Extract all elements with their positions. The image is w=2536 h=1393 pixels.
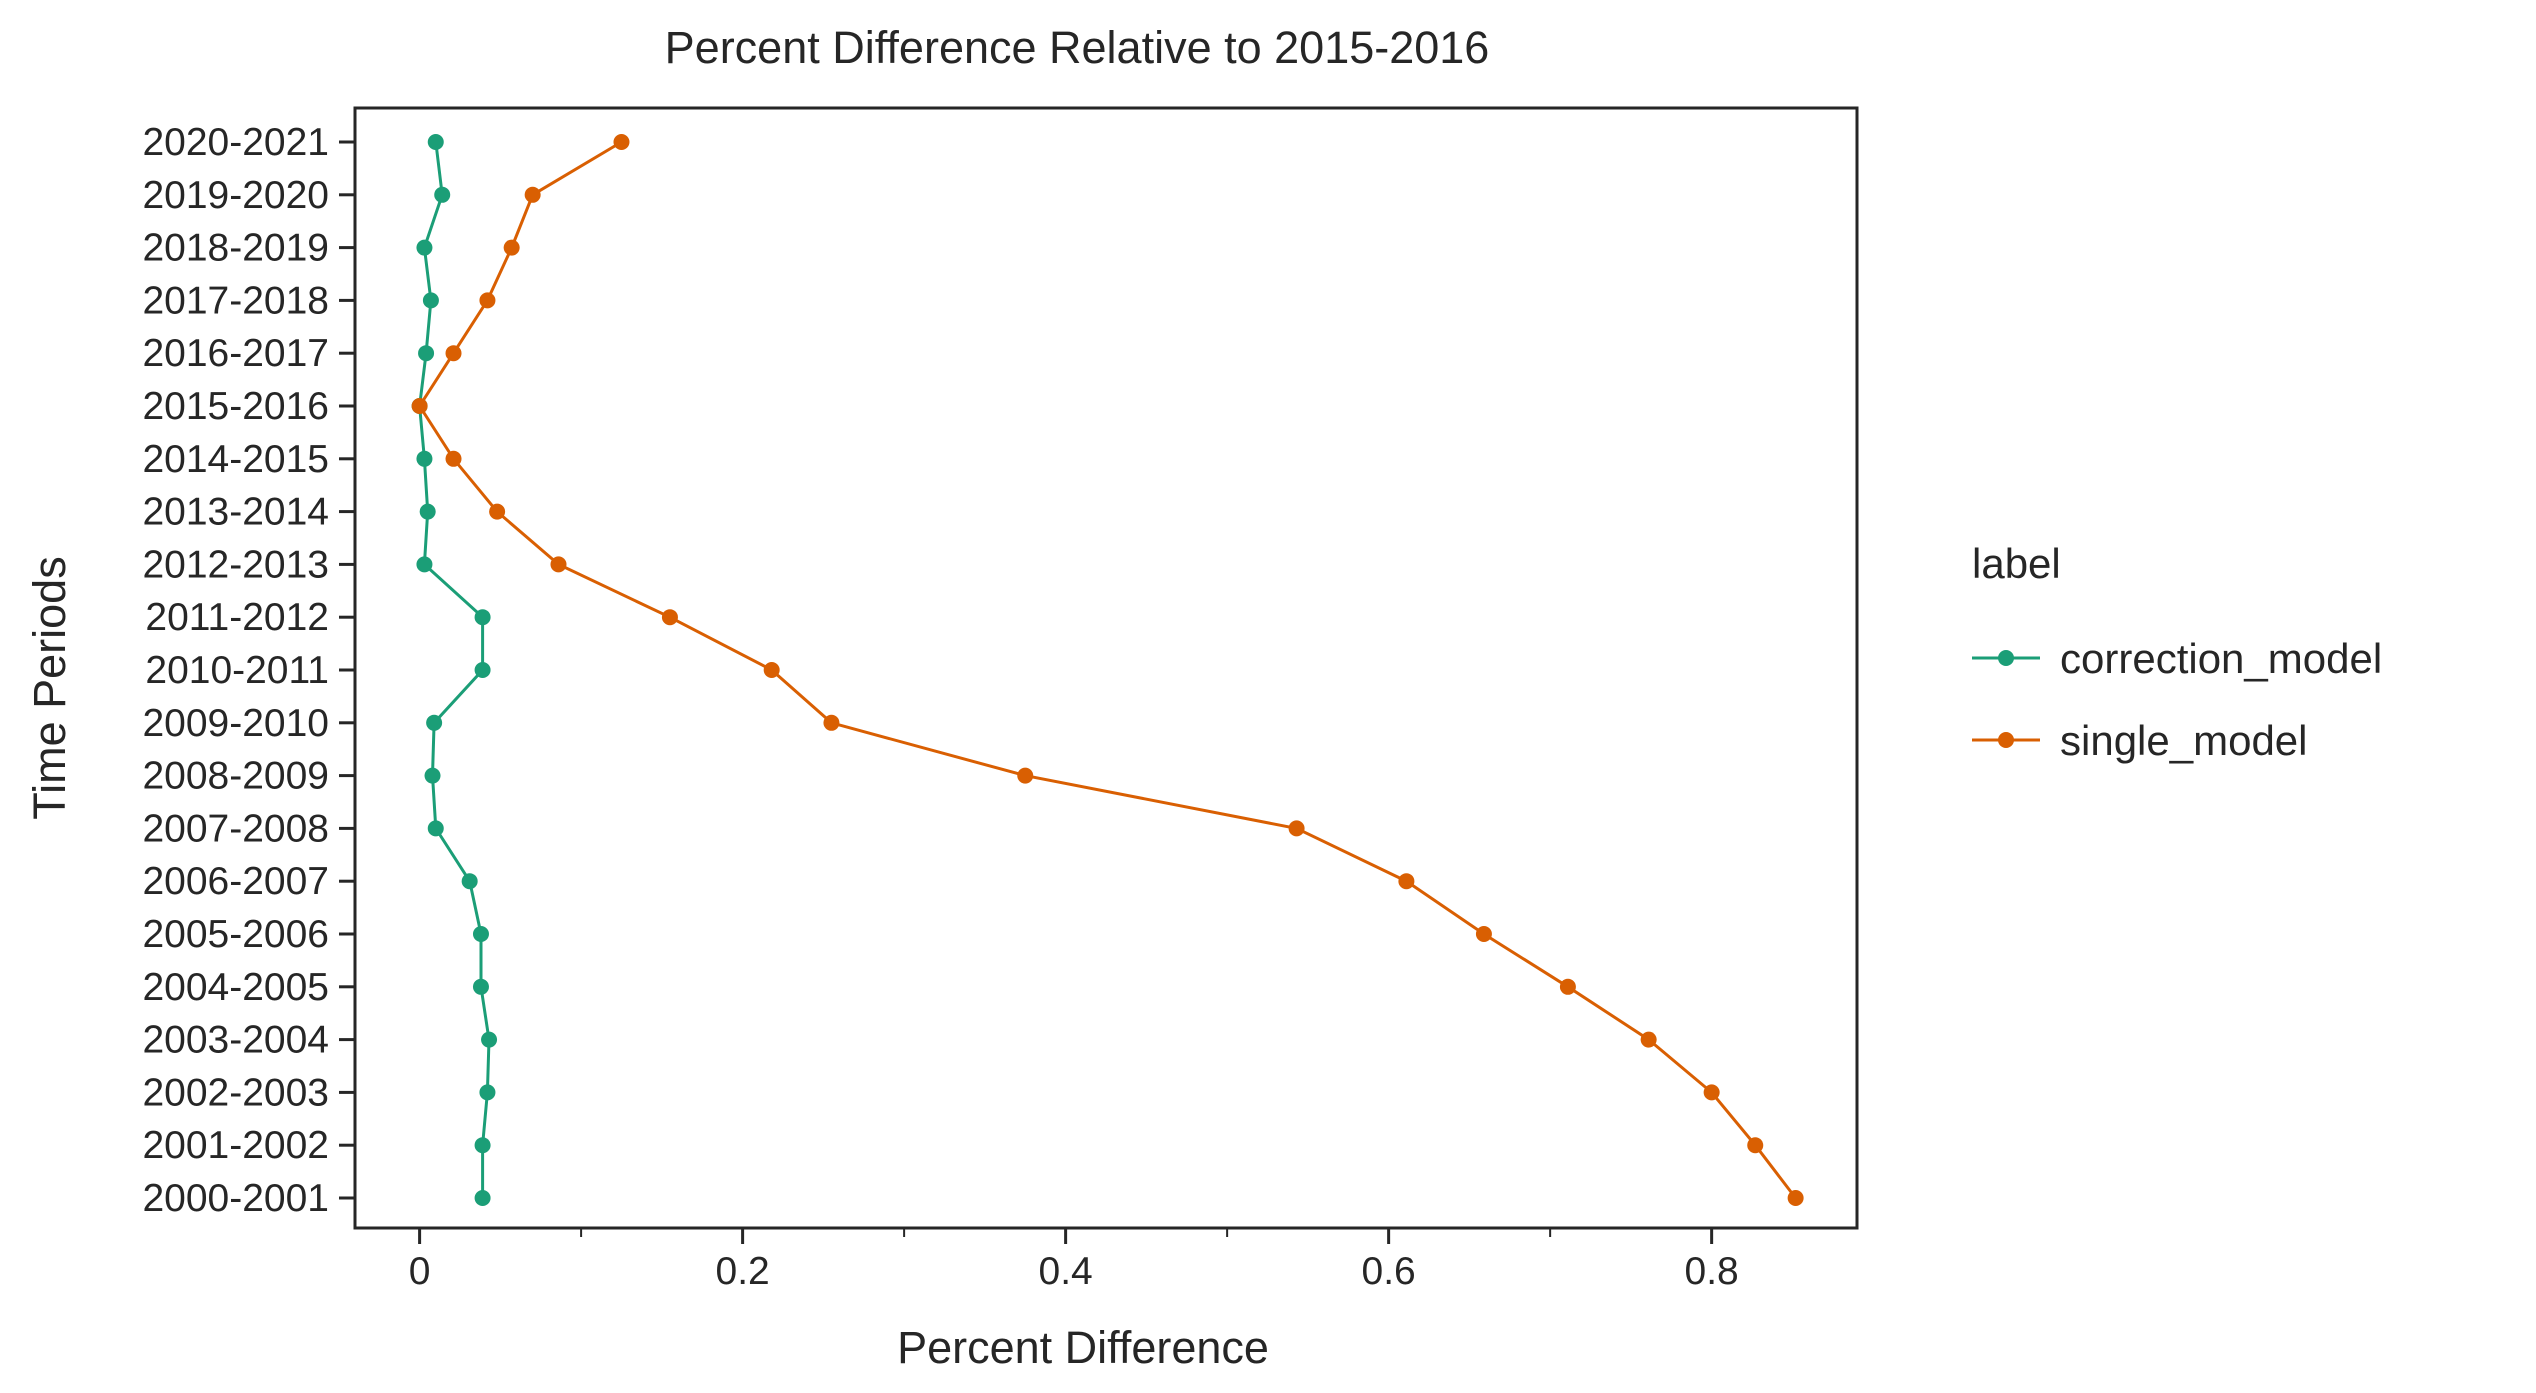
legend-swatch-marker <box>1998 650 2014 666</box>
data-point <box>550 556 567 573</box>
data-point <box>445 345 462 362</box>
y-tick-label: 2013-2014 <box>142 491 329 534</box>
series-layer <box>411 134 1804 1206</box>
y-axis: 2020-2021 2019-2020 2018-2019 2017-2018 2016… <box>142 121 355 1220</box>
y-tick-label: 2003-2004 <box>142 1019 329 1062</box>
y-tick-label: 2016-2017 <box>142 332 329 375</box>
data-point <box>461 873 478 890</box>
x-axis: 0 0.2 0.4 0.6 0.8 <box>409 1228 1739 1293</box>
legend-label: correction_model <box>2060 635 2382 682</box>
legend-label: single_model <box>2060 717 2308 764</box>
y-axis-label: Time Periods <box>24 556 75 819</box>
y-tick-label: 2015-2016 <box>142 385 329 428</box>
data-point <box>661 609 678 626</box>
legend-title: label <box>1972 540 2061 587</box>
data-point <box>418 345 435 362</box>
data-point <box>1475 926 1492 942</box>
legend-swatch-marker <box>1998 732 2014 748</box>
y-tick-label: 2004-2005 <box>142 966 329 1009</box>
data-point <box>426 714 443 731</box>
data-point <box>1640 1031 1657 1048</box>
data-point <box>427 134 444 150</box>
data-point <box>1703 1084 1720 1101</box>
data-point <box>763 662 780 678</box>
data-point <box>613 134 630 150</box>
legend-item-single_model: single_model <box>1972 717 2308 764</box>
data-point <box>416 239 433 256</box>
y-tick-label: 2012-2013 <box>142 543 329 586</box>
legend: label correction_model single_model <box>1972 540 2382 764</box>
y-tick-label: 2001-2002 <box>142 1124 329 1167</box>
data-point <box>524 186 541 203</box>
data-point <box>481 1031 498 1048</box>
y-tick-label: 2000-2001 <box>142 1177 329 1220</box>
y-tick-label: 2002-2003 <box>142 1071 329 1114</box>
y-tick-label: 2010-2011 <box>145 649 329 692</box>
data-point <box>472 978 489 995</box>
data-point <box>823 714 840 731</box>
data-point <box>479 1084 496 1101</box>
legend-item-correction_model: correction_model <box>1972 635 2382 682</box>
data-point <box>1398 873 1415 890</box>
y-tick-label: 2007-2008 <box>142 807 329 850</box>
data-point <box>474 609 491 626</box>
data-point <box>474 1190 491 1206</box>
x-tick-label: 0.4 <box>1039 1250 1093 1293</box>
y-tick-label: 2020-2021 <box>142 121 329 164</box>
y-tick-label: 2005-2006 <box>142 913 329 956</box>
data-point <box>411 398 428 414</box>
data-point <box>419 503 436 520</box>
y-tick-label: 2009-2010 <box>142 702 329 745</box>
plot-area <box>353 106 1859 1230</box>
data-point <box>427 820 444 837</box>
data-point <box>1787 1190 1804 1206</box>
series-single_model <box>411 134 1804 1206</box>
y-tick-label: 2006-2007 <box>142 860 329 903</box>
series-correction_model <box>411 134 498 1206</box>
y-tick-label: 2011-2012 <box>145 596 329 639</box>
chart-title: Percent Difference Relative to 2015-2016 <box>665 22 1490 73</box>
data-point <box>422 292 439 309</box>
data-point <box>445 450 462 467</box>
series-line <box>417 140 1797 1199</box>
data-point <box>474 1137 491 1154</box>
data-point <box>1288 820 1305 837</box>
x-axis-label: Percent Difference <box>897 1322 1269 1373</box>
x-tick-label: 0.2 <box>716 1250 770 1293</box>
data-point <box>1559 978 1576 995</box>
x-tick-label: 0 <box>409 1250 431 1293</box>
x-tick-label: 0.8 <box>1685 1250 1739 1293</box>
y-tick-label: 2019-2020 <box>142 174 329 217</box>
data-point <box>434 186 451 203</box>
data-point <box>479 292 496 309</box>
y-tick-label: 2018-2019 <box>142 227 329 270</box>
data-point <box>474 662 491 678</box>
data-point <box>472 926 489 942</box>
data-point <box>1747 1137 1764 1154</box>
x-tick-label: 0.6 <box>1362 1250 1416 1293</box>
data-point <box>489 503 506 520</box>
data-point <box>416 556 433 573</box>
y-tick-label: 2008-2009 <box>142 755 329 798</box>
y-tick-label: 2014-2015 <box>142 438 329 481</box>
data-point <box>416 450 433 467</box>
data-point <box>503 239 520 256</box>
y-tick-label: 2017-2018 <box>142 279 329 322</box>
data-point <box>424 767 441 784</box>
data-point <box>1017 767 1034 784</box>
